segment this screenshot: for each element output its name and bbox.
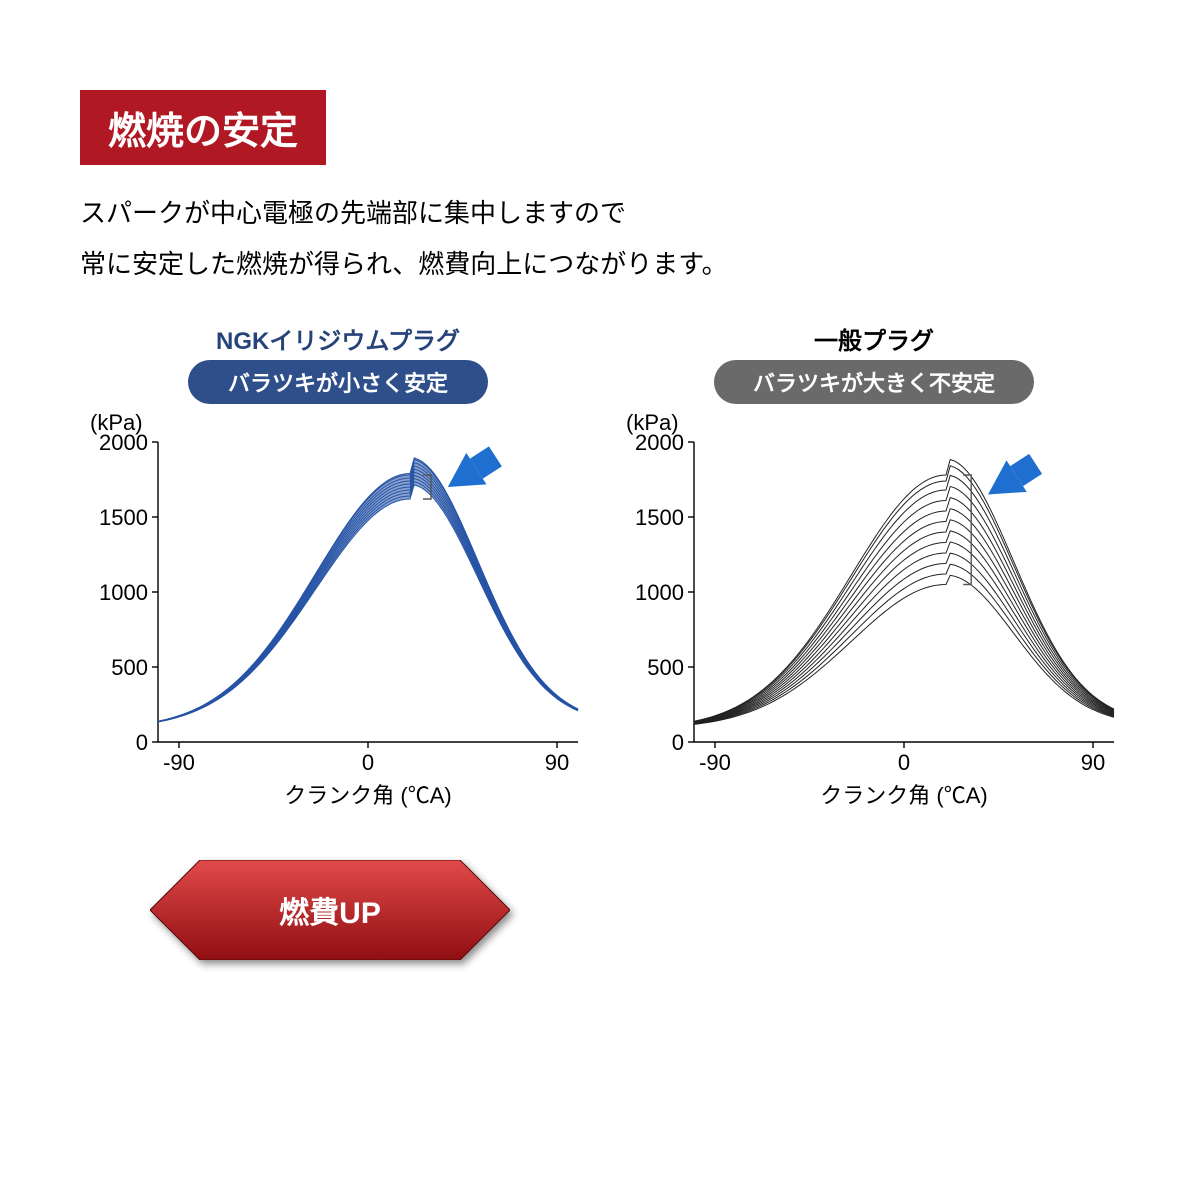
chart-ngk-yunit: (kPa) <box>90 410 143 436</box>
svg-text:500: 500 <box>111 655 148 680</box>
description-line-1: スパークが中心電極の先端部に集中しますので <box>80 193 1120 230</box>
chart-general: 一般プラグ バラツキが大きく不安定 (kPa) 0 500 1000 1500 2000… <box>626 321 1122 810</box>
svg-text:0: 0 <box>672 730 684 755</box>
svg-text:2000: 2000 <box>99 434 148 455</box>
chart-general-svg: 0 500 1000 1500 2000 -90 0 90 <box>626 434 1122 774</box>
chart-general-plot: (kPa) 0 500 1000 1500 2000 -90 0 90 クランク角 (℃A) <box>626 412 1122 810</box>
chart-ngk-title: NGKイリジウムプラグ <box>90 321 586 356</box>
svg-text:90: 90 <box>1081 750 1105 774</box>
chart-ngk-badge: バラツキが小さく安定 <box>188 360 488 404</box>
description: スパークが中心電極の先端部に集中しますので 常に安定した燃焼が得られ、燃費向上に… <box>80 193 1120 281</box>
svg-text:-90: -90 <box>699 750 731 774</box>
svg-text:90: 90 <box>545 750 569 774</box>
svg-text:0: 0 <box>898 750 910 774</box>
svg-text:1000: 1000 <box>99 580 148 605</box>
chart-ngk-svg: 0 500 1000 1500 2000 -90 0 90 <box>90 434 586 774</box>
svg-text:1500: 1500 <box>99 505 148 530</box>
svg-text:2000: 2000 <box>635 434 684 455</box>
svg-text:0: 0 <box>136 730 148 755</box>
chart-ngk-xlabel: クランク角 (℃A) <box>90 778 578 810</box>
charts-row: NGKイリジウムプラグ バラツキが小さく安定 (kPa) 0 500 1000 150… <box>80 321 1120 810</box>
chart-ngk-plot: (kPa) 0 500 1000 1500 2000 -90 0 90 クランク角 (℃A) <box>90 412 586 810</box>
svg-text:1500: 1500 <box>635 505 684 530</box>
chart-ngk: NGKイリジウムプラグ バラツキが小さく安定 (kPa) 0 500 1000 150… <box>90 321 586 810</box>
svg-text:0: 0 <box>362 750 374 774</box>
svg-text:-90: -90 <box>163 750 195 774</box>
chart-general-title: 一般プラグ <box>626 321 1122 356</box>
description-line-2: 常に安定した燃焼が得られ、燃費向上につながります。 <box>80 244 1120 281</box>
result-badge: 燃費UP <box>150 860 510 960</box>
chart-general-yunit: (kPa) <box>626 410 679 436</box>
result-badge-text: 燃費UP <box>279 888 381 932</box>
chart-general-xlabel: クランク角 (℃A) <box>626 778 1114 810</box>
chart-general-badge-text: バラツキが大きく不安定 <box>753 371 995 396</box>
svg-text:500: 500 <box>647 655 684 680</box>
chart-ngk-badge-text: バラツキが小さく安定 <box>228 371 448 396</box>
section-title-text: 燃焼の安定 <box>108 111 298 153</box>
svg-text:1000: 1000 <box>635 580 684 605</box>
section-title: 燃焼の安定 <box>80 90 326 165</box>
chart-general-badge: バラツキが大きく不安定 <box>714 360 1034 404</box>
